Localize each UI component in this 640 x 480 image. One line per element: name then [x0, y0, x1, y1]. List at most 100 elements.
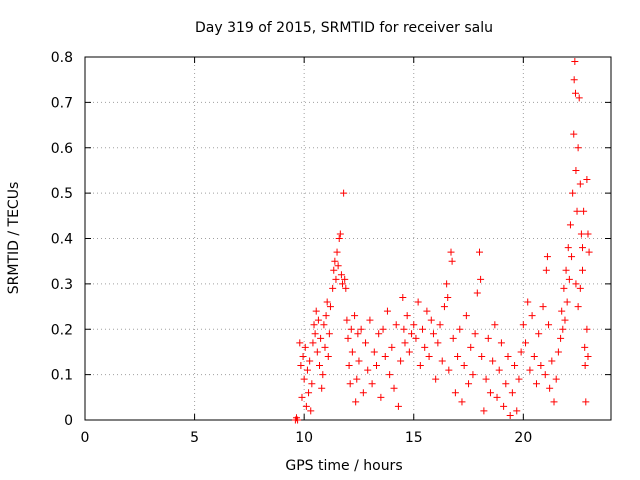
data-point — [341, 275, 349, 283]
data-point — [427, 316, 435, 324]
data-point — [326, 303, 334, 311]
data-point — [508, 389, 516, 397]
data-point — [308, 380, 316, 388]
x-tick-label: 5 — [190, 430, 199, 446]
y-tick-label: 0.5 — [51, 186, 73, 202]
data-point — [366, 316, 374, 324]
data-point — [448, 257, 456, 265]
data-point — [530, 352, 538, 360]
data-point — [354, 330, 362, 338]
data-point — [482, 375, 490, 383]
data-point — [571, 58, 579, 66]
data-point — [570, 76, 578, 84]
y-tick-label: 0.7 — [51, 95, 73, 111]
data-point — [552, 375, 560, 383]
data-point — [381, 352, 389, 360]
data-point — [548, 357, 556, 365]
data-point — [296, 339, 304, 347]
data-point — [311, 330, 319, 338]
y-tick-label: 0.6 — [51, 141, 73, 157]
data-point — [316, 362, 324, 370]
data-point — [579, 244, 587, 252]
data-point — [325, 330, 333, 338]
y-tick-label: 0.8 — [51, 50, 73, 66]
data-point — [370, 348, 378, 356]
data-point — [317, 334, 325, 342]
x-tick-label: 0 — [81, 430, 90, 446]
data-point — [368, 380, 376, 388]
data-point — [477, 275, 485, 283]
data-point — [577, 230, 585, 238]
data-point — [513, 407, 521, 415]
data-point — [344, 334, 352, 342]
x-axis-label: GPS time / hours — [285, 458, 402, 474]
data-point — [333, 248, 341, 256]
data-point — [584, 352, 592, 360]
data-point — [425, 352, 433, 360]
data-point — [454, 352, 462, 360]
data-point — [334, 262, 342, 270]
data-point — [541, 371, 549, 379]
chart-title: Day 319 of 2015, SRMTID for receiver sal… — [195, 20, 493, 36]
data-point — [392, 321, 400, 329]
data-point — [480, 407, 488, 415]
data-point — [489, 357, 497, 365]
data-point — [500, 402, 508, 410]
data-point — [390, 384, 398, 392]
data-point — [410, 321, 418, 329]
data-point — [313, 348, 321, 356]
data-point — [408, 330, 416, 338]
data-point — [545, 321, 553, 329]
data-point — [539, 303, 547, 311]
data-point — [362, 339, 370, 347]
data-point — [574, 144, 582, 152]
data-point — [320, 321, 328, 329]
data-point — [584, 230, 592, 238]
data-point — [375, 330, 383, 338]
data-point — [575, 94, 583, 102]
data-point — [357, 325, 365, 333]
y-tick-label: 0.2 — [51, 322, 73, 338]
data-point — [572, 166, 580, 174]
data-point — [307, 407, 315, 415]
data-point — [576, 180, 584, 188]
data-point — [386, 371, 394, 379]
data-point — [419, 325, 427, 333]
data-point — [583, 325, 591, 333]
data-point — [303, 366, 311, 374]
data-point — [458, 398, 466, 406]
data-point — [524, 298, 532, 306]
data-point — [324, 352, 332, 360]
data-point — [353, 375, 361, 383]
x-tick-label: 10 — [295, 430, 313, 446]
data-point — [576, 284, 584, 292]
data-point — [342, 284, 350, 292]
data-point — [473, 289, 481, 297]
data-point — [352, 398, 360, 406]
data-point — [515, 375, 523, 383]
data-point — [330, 266, 338, 274]
data-point — [445, 366, 453, 374]
data-point — [511, 362, 519, 370]
data-point — [444, 293, 452, 301]
data-point — [403, 312, 411, 320]
data-point — [517, 348, 525, 356]
data-point — [335, 235, 343, 242]
data-point — [414, 298, 422, 306]
data-point — [331, 257, 339, 265]
y-tick-label: 0.1 — [51, 368, 73, 384]
data-point — [506, 411, 514, 419]
data-point — [478, 352, 486, 360]
data-point — [305, 389, 313, 397]
data-point — [318, 384, 326, 392]
data-point — [502, 380, 510, 388]
data-point — [557, 334, 565, 342]
data-point — [571, 89, 579, 97]
data-point — [495, 366, 503, 374]
data-point — [394, 402, 402, 410]
data-point — [440, 303, 448, 311]
y-tick-label: 0 — [64, 413, 73, 429]
data-point — [574, 303, 582, 311]
data-point — [372, 362, 380, 370]
